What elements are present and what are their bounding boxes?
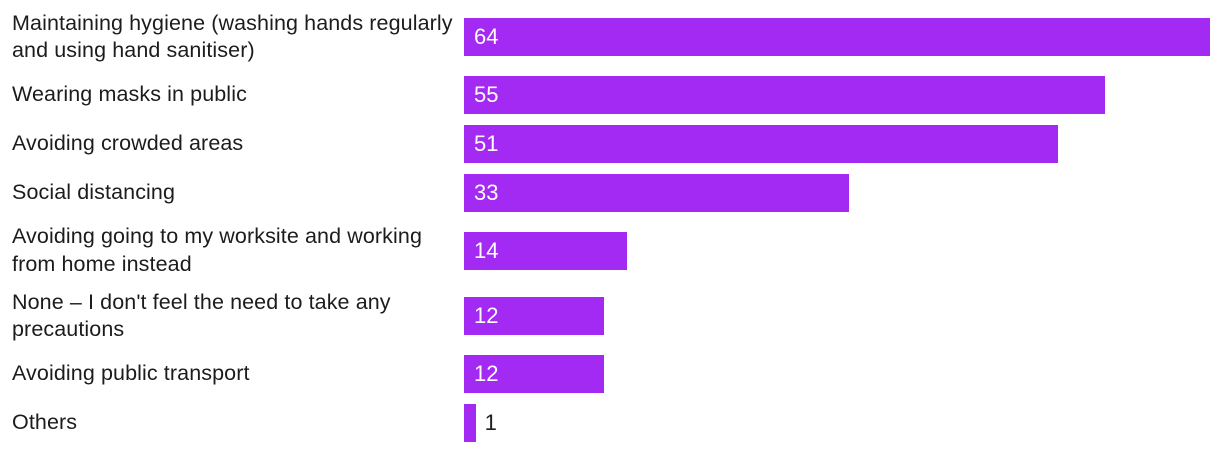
chart-row: Avoiding crowded areas 51: [12, 124, 1210, 163]
category-label: Social distancing: [12, 180, 176, 205]
category-label: Others: [12, 410, 78, 435]
value-label: 51: [474, 130, 499, 156]
bar: [464, 403, 476, 442]
bar-area: 55: [464, 75, 1210, 114]
bar-area: 12: [464, 354, 1210, 393]
value-label: 12: [474, 303, 499, 329]
category-label: Wearing masks in public: [12, 82, 247, 107]
category-label: None – I don't feel the need to take any…: [12, 290, 391, 342]
bar: 14: [464, 231, 628, 270]
bar: 12: [464, 297, 604, 336]
category-label: Maintaining hygiene (washing hands regul…: [12, 11, 453, 63]
chart-row: Wearing masks in public 55: [12, 75, 1210, 114]
bar-area: 12: [464, 297, 1210, 336]
bar-area: 14: [464, 231, 1210, 270]
chart-row: Others 1: [12, 403, 1210, 442]
value-label: 64: [474, 24, 499, 50]
bar: 12: [464, 354, 604, 393]
bar: 55: [464, 75, 1106, 114]
chart-row: Social distancing 33: [12, 174, 1210, 213]
category-label: Avoiding crowded areas: [12, 131, 244, 156]
chart-row: Avoiding going to my worksite and workin…: [12, 223, 1210, 278]
value-label: 14: [474, 237, 499, 263]
bar-area: 64: [464, 18, 1210, 57]
bar-area: 1: [464, 403, 1210, 442]
chart-row: Maintaining hygiene (washing hands regul…: [12, 10, 1210, 65]
category-label: Avoiding going to my worksite and workin…: [12, 224, 423, 276]
bar: 33: [464, 174, 849, 213]
value-label: 33: [474, 180, 499, 206]
value-label: 1: [484, 409, 497, 435]
value-label: 55: [474, 81, 499, 107]
bar-area: 33: [464, 174, 1210, 213]
chart-row: Avoiding public transport 12: [12, 354, 1210, 393]
category-label: Avoiding public transport: [12, 361, 250, 386]
bar-area: 51: [464, 124, 1210, 163]
value-label: 12: [474, 360, 499, 386]
bar: 51: [464, 124, 1059, 163]
bar: 64: [464, 18, 1210, 57]
chart-row: None – I don't feel the need to take any…: [12, 289, 1210, 344]
